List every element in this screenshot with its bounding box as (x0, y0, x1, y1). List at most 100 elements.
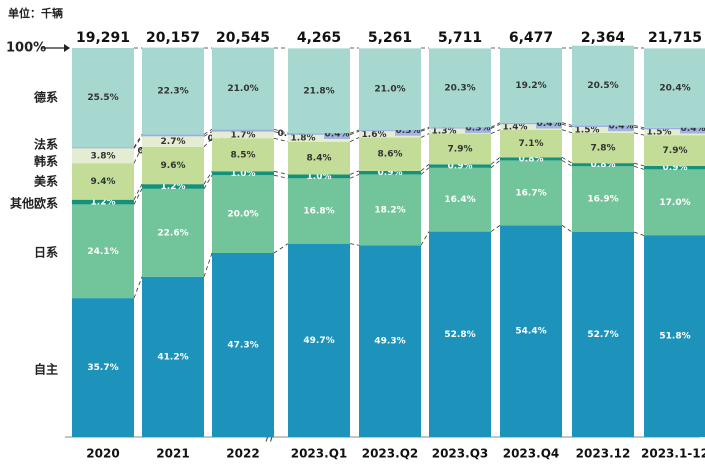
connector (633, 165, 645, 170)
value-label: 1.0% (307, 172, 332, 182)
bar-segment (288, 178, 350, 244)
connector (490, 122, 501, 128)
bar-segment (142, 184, 204, 189)
value-label: 49.7% (303, 336, 334, 346)
bar-segment (644, 48, 705, 128)
connector (133, 276, 143, 299)
bar-segment (72, 298, 134, 437)
value-label: 7.9% (663, 146, 688, 156)
value-label: 1.4% (503, 122, 528, 132)
value-label: 19.2% (515, 81, 546, 91)
bar-segment (500, 160, 562, 226)
connector (203, 252, 213, 277)
connector (490, 156, 501, 165)
x-tick-label: 2023.Q3 (432, 447, 489, 461)
bar-segment (288, 141, 350, 175)
value-label: 54.4% (515, 327, 546, 337)
connector (203, 137, 213, 148)
value-label: 20.0% (227, 210, 258, 220)
value-label: 0.4% (325, 129, 350, 139)
value-label: 16.8% (303, 206, 334, 216)
value-label: 0.4% (609, 122, 634, 132)
bar-segment (572, 231, 634, 437)
value-label: 51.8% (659, 332, 690, 342)
x-tick-label: 2022 (226, 447, 259, 461)
bar-segment (359, 137, 421, 171)
connector (561, 160, 573, 167)
value-label: 35.7% (87, 363, 118, 373)
connector (273, 170, 289, 175)
bar-segment (72, 148, 134, 164)
bar-segment (359, 48, 421, 131)
bar-segment (288, 174, 350, 179)
bar-segment (359, 245, 421, 437)
value-label: 3.8% (91, 151, 116, 161)
value-label: 21.8% (303, 86, 334, 96)
bar-segment (429, 48, 491, 128)
connector (420, 231, 430, 246)
label-box (608, 121, 634, 132)
value-label: 24.1% (87, 247, 118, 257)
value-label: 20.5% (587, 81, 618, 91)
bar-segment (572, 125, 634, 127)
x-tick-label: 2023.Q1 (291, 447, 348, 461)
connector (203, 171, 213, 185)
bar-segment (359, 131, 421, 138)
connector (633, 132, 645, 136)
connector (561, 225, 573, 233)
value-label: 49.3% (374, 337, 405, 347)
unit-label: 单位：千辆 (8, 6, 63, 20)
connector (633, 125, 645, 129)
bar-segment (212, 253, 274, 437)
bar-segment (572, 166, 634, 232)
value-label: 16.9% (587, 195, 618, 205)
bar-segment (288, 134, 350, 142)
value-label: 1.2% (161, 182, 186, 192)
bar-segment (288, 48, 350, 134)
value-label: 7.9% (448, 144, 473, 154)
bar-segment (644, 127, 705, 130)
value-label: 1.5% (575, 125, 600, 135)
x-tick-label: 2023.Q2 (362, 447, 419, 461)
x-tick-label: 2023.Q4 (503, 447, 560, 461)
connector (490, 160, 501, 169)
bar-segment (500, 122, 562, 125)
total-label: 4,265 (297, 30, 341, 46)
bar-segment (572, 132, 634, 164)
value-label: 1.7% (231, 130, 256, 140)
x-tick-label: 2023.12 (576, 447, 631, 461)
x-tick-label: 2020 (86, 447, 119, 461)
total-label: 19,291 (76, 30, 130, 46)
x-tick-label: 2023.1-12 (641, 447, 705, 461)
legend-label: 法系 (34, 137, 58, 152)
connector (273, 137, 289, 143)
connector (203, 131, 213, 137)
value-label: 1.8% (291, 134, 316, 144)
total-label: 21,715 (648, 30, 702, 46)
total-label: 5,711 (438, 30, 482, 46)
bar-segment (500, 225, 562, 437)
value-label: 0.4% (537, 119, 562, 129)
bar-segment (212, 47, 274, 130)
connector (273, 128, 289, 134)
bar-segment (359, 174, 421, 246)
bar-segment (359, 170, 421, 175)
bar-segment (142, 47, 204, 135)
bar-segment (644, 235, 705, 437)
value-label: 8.5% (231, 150, 256, 160)
bar-segment (72, 199, 134, 205)
bar-segment (288, 243, 350, 437)
bar-segment (429, 164, 491, 168)
value-label: 20.4% (659, 84, 690, 94)
connector (349, 243, 360, 246)
bar-segment (212, 175, 274, 254)
bar-segment (142, 146, 204, 185)
bar-segment (500, 157, 562, 161)
value-label: 1.2% (91, 198, 116, 208)
bar-segment (142, 136, 204, 147)
legend-label: 自主 (34, 362, 58, 377)
connector (561, 129, 573, 134)
bar-segment (572, 163, 634, 167)
value-label: 41.2% (157, 352, 188, 362)
connector (561, 122, 573, 126)
